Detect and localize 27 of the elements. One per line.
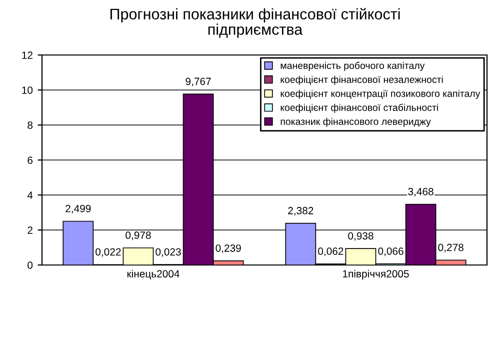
y-tick-label: 8 <box>28 122 33 129</box>
legend-label: маневреність робочого капіталу <box>280 62 425 71</box>
data-label: 2,382 <box>288 206 314 216</box>
data-label: 9,767 <box>186 78 211 86</box>
legend-label: показник фінансового левериджу <box>280 118 431 127</box>
data-label: 0,278 <box>438 244 464 252</box>
data-label: 0,066 <box>378 247 404 256</box>
data-label: 2,499 <box>66 204 91 214</box>
legend-label: коефіцієнт фінансової незалежності <box>280 76 443 85</box>
y-tick-label: 6 <box>28 156 33 164</box>
data-label: 0,022 <box>96 248 121 257</box>
data-label: 0,023 <box>156 248 181 257</box>
data-label: 0,978 <box>126 232 151 240</box>
data-label: 0,062 <box>318 248 344 256</box>
y-tick-label: 10 <box>22 86 33 94</box>
data-label: 0,938 <box>348 232 374 241</box>
y-tick-label: 4 <box>27 192 33 199</box>
y-tick-label: 2 <box>28 226 32 234</box>
x-tick-label: 1півріччя2005 <box>343 270 409 280</box>
x-tick-label: кінець2004 <box>127 270 180 280</box>
legend-label: коефіцієнт фінансової стабільності <box>280 104 438 113</box>
y-tick-label: 12 <box>22 52 32 59</box>
legend-label: коефіцієнт концентрації позикового капіталу <box>280 90 480 99</box>
y-tick-label: 0 <box>28 262 33 269</box>
data-label: 3,468 <box>408 188 434 197</box>
data-label: 0,239 <box>216 244 241 254</box>
chart-title: Прогнозні показники фінансової стійкості підприємства <box>110 8 400 38</box>
